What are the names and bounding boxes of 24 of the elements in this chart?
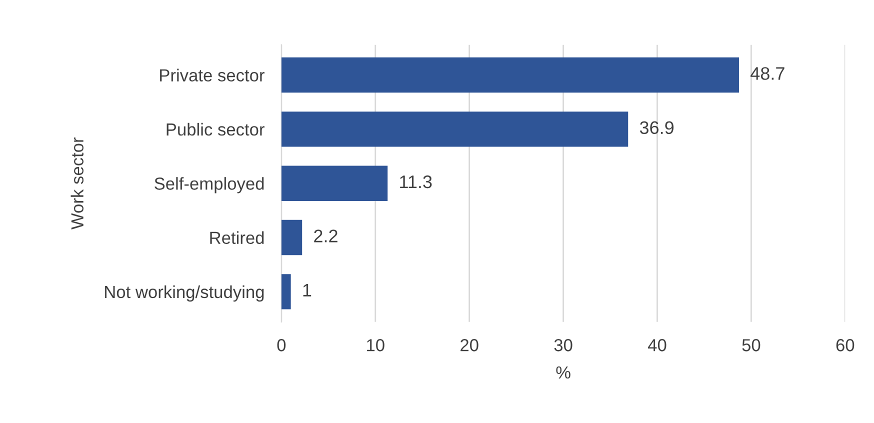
y-tick-label: Public sector (166, 122, 264, 136)
y-tick-label: Private sector (160, 68, 264, 82)
data-label: 1 (303, 284, 312, 296)
bar (281, 220, 302, 256)
data-label: 48.7 (750, 67, 784, 80)
x-tick-label: 50 (742, 339, 760, 352)
x-tick-label: 30 (554, 339, 572, 352)
bar (281, 112, 628, 147)
y-tick-label: Retired (210, 231, 264, 244)
x-tick-label: 20 (460, 339, 478, 352)
bar (281, 57, 739, 93)
x-tick-label: 40 (648, 339, 666, 352)
y-axis-title: Work sector (70, 138, 84, 230)
y-tick-label: Not working/studying (105, 285, 264, 302)
y-tick-label: Self-employed (154, 177, 264, 194)
bar (281, 166, 388, 201)
x-tick-label: 10 (367, 339, 384, 352)
data-label: 36.9 (640, 121, 674, 134)
x-axis-title: % (556, 366, 570, 379)
x-tick-label: 0 (277, 339, 286, 352)
data-label: 11.3 (400, 175, 432, 188)
data-label: 2.2 (314, 230, 338, 242)
x-tick-label: 60 (836, 339, 854, 352)
bar (281, 274, 291, 310)
